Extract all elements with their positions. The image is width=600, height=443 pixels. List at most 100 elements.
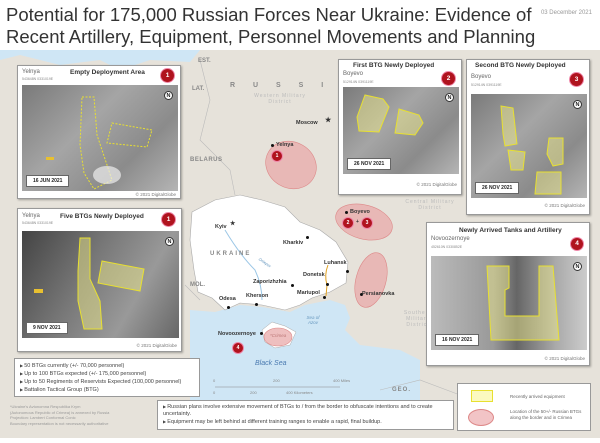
panel-coordinates: 452610N 0330852E	[431, 245, 463, 249]
country-belarus: BELARUS	[190, 157, 223, 163]
city-kharkiv: Kharkiv	[283, 240, 304, 246]
panel-second-btg: Second BTG Newly Deployed Boyevo 512914N…	[466, 59, 590, 215]
north-arrow-icon: N	[445, 93, 454, 102]
plus-sign: +	[356, 219, 359, 225]
legend-btg-swatch	[468, 409, 494, 426]
city-dot	[326, 283, 329, 286]
country-geo: GEO.	[392, 387, 412, 393]
district-western: Western Military District	[254, 93, 306, 105]
scale-km-400: 400 Kilometers	[286, 390, 313, 395]
satellite-image: N 16 JUN 2021	[22, 85, 178, 191]
panel-coordinates: 512914N 0391119E	[471, 83, 502, 87]
country-mol: MOL.	[190, 282, 205, 288]
map-marker-1[interactable]: 1	[272, 151, 282, 161]
city-kherson: Kherson	[246, 293, 269, 299]
city-luhansk: Luhansk	[324, 260, 347, 266]
panel-badge: 2	[442, 72, 455, 85]
panel-coordinates: 543648N 0331019E	[22, 77, 54, 81]
panel-title: Empty Deployment Area	[70, 69, 145, 76]
city-dot	[323, 296, 326, 299]
btg-summary-box: 50 BTGs currently (+/- 70,000 personnel)…	[14, 358, 200, 397]
map-marker-4[interactable]: 4	[233, 343, 243, 353]
city-mariupol: Mariupol	[297, 290, 320, 296]
city-odesa: Odesa	[219, 296, 236, 302]
legend: Recently arrived equipment Location of t…	[457, 383, 591, 431]
copyright: © 2021 DigitalGlobe	[416, 182, 457, 187]
scale-miles-400: 400 Miles	[333, 378, 351, 383]
panel-coordinates: 512914N 0391119E	[343, 80, 374, 84]
footnote-line: (Autonomous Republic of Crimea) is annex…	[10, 409, 110, 415]
panel-five-btgs: Yelnya 543648N 0331019E Five BTGs Newly …	[17, 208, 182, 352]
legend-equipment-swatch	[471, 390, 493, 402]
city-dot	[291, 284, 294, 287]
city-novoozernoye: Novoozernoye	[218, 331, 256, 337]
north-arrow-icon: N	[164, 91, 173, 100]
image-date: 9 NOV 2021	[26, 322, 68, 334]
panel-badge: 1	[162, 213, 175, 226]
map-marker-3[interactable]: 3	[362, 218, 372, 228]
satellite-image: N 16 NOV 2021	[431, 256, 587, 350]
scale-km-200: 200	[250, 390, 257, 395]
label-sea-of-azov: Sea of Azov	[306, 315, 320, 325]
north-arrow-icon: N	[165, 237, 174, 246]
panel-empty-deployment: Yelnya 543648N 0331019E Empty Deployment…	[17, 65, 181, 199]
label-crimea: *Crimea	[270, 333, 287, 338]
panel-location: Novoozernoye	[431, 236, 470, 242]
city-dot	[306, 236, 309, 239]
satellite-image: N 9 NOV 2021	[22, 231, 179, 338]
panel-location: Yelnya	[22, 213, 40, 219]
city-donetsk: Donetsk	[303, 272, 325, 278]
city-boyevo: Boyevo	[350, 209, 370, 215]
label-black-sea: Black Sea	[255, 360, 287, 367]
city-kyiv: Kyiv	[215, 224, 227, 230]
panel-title: Five BTGs Newly Deployed	[60, 213, 144, 220]
country-russia: R U S S I A	[230, 82, 354, 89]
scale-miles-0: 0	[213, 378, 216, 383]
report-date: 03 December 2021	[540, 10, 592, 16]
city-dot	[271, 144, 274, 147]
copyright: © 2021 DigitalGlobe	[136, 343, 177, 348]
city-zaporizhzhia: Zaporizhzhia	[253, 279, 287, 285]
scale-km-0: 0	[213, 390, 216, 395]
scale-miles-200: 200	[273, 378, 280, 383]
country-ukraine: UKRAINE	[210, 251, 252, 257]
plans-item: Russian plans involve extensive movement…	[163, 403, 448, 418]
star-icon: ★	[325, 117, 332, 124]
panel-badge: 3	[570, 73, 583, 86]
footnote-line: *Ukraine's Avtonomna Respublika Krym	[10, 404, 81, 409]
panel-location: Yelnya	[22, 69, 40, 75]
city-dot	[260, 332, 263, 335]
panel-title: First BTG Newly Deployed	[353, 62, 435, 69]
legend-btg-label: Location of the 50+/- Russian BTGs along…	[510, 409, 582, 420]
district-southern: Southern Military District	[403, 310, 433, 328]
city-dot	[345, 211, 348, 214]
satellite-image: N 26 NOV 2021	[343, 87, 459, 174]
footnote-line: Boundary representation is not necessari…	[10, 420, 109, 426]
country-lat: LAT.	[192, 86, 205, 92]
bullet-item: Up to 50 Regiments of Reservists Expecte…	[20, 378, 194, 386]
panel-location: Boyevo	[471, 74, 492, 80]
bullet-item: 50 BTGs currently (+/- 70,000 personnel)	[20, 362, 194, 370]
city-dot	[227, 306, 230, 309]
footnote: *Ukraine's Avtonomna Respublika Krym (Au…	[10, 404, 109, 426]
map-marker-2[interactable]: 2	[343, 218, 353, 228]
city-dot	[346, 270, 349, 273]
image-date: 26 NOV 2021	[347, 158, 392, 170]
bullet-item: Up to 100 BTGs expected (+/- 175,000 per…	[20, 370, 194, 378]
copyright: © 2021 DigitalGlobe	[135, 192, 176, 197]
north-arrow-icon: N	[573, 100, 582, 109]
city-moscow: Moscow	[296, 120, 318, 126]
panel-first-btg: First BTG Newly Deployed Boyevo 512914N …	[338, 59, 462, 195]
image-date: 16 JUN 2021	[26, 175, 70, 187]
plans-box: Russian plans involve extensive movement…	[157, 400, 454, 430]
page-title: Potential for 175,000 Russian Forces Nea…	[6, 4, 536, 47]
panel-coordinates: 543648N 0331019E	[22, 221, 54, 225]
panel-badge: 1	[161, 69, 174, 82]
satellite-image: N 26 NOV 2021	[471, 94, 587, 198]
panel-location: Boyevo	[343, 71, 364, 77]
panel-badge: 4	[571, 238, 583, 250]
district-central: Central Military District	[405, 199, 455, 211]
north-arrow-icon: N	[573, 262, 582, 271]
city-dot	[360, 293, 363, 296]
star-icon: ★	[230, 221, 236, 227]
